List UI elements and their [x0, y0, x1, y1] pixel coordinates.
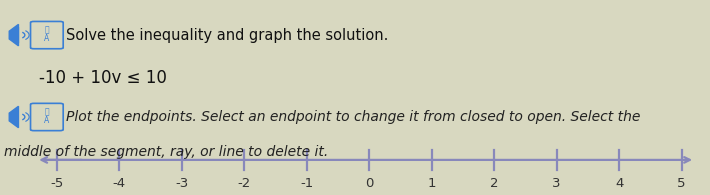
Text: 文
A: 文 A: [44, 107, 50, 125]
Text: 文
A: 文 A: [44, 26, 50, 43]
Text: 4: 4: [615, 177, 623, 191]
Text: 2: 2: [490, 177, 498, 191]
Text: middle of the segment, ray, or line to delete it.: middle of the segment, ray, or line to d…: [4, 145, 328, 159]
Text: -4: -4: [113, 177, 126, 191]
Text: -2: -2: [238, 177, 251, 191]
Text: -3: -3: [175, 177, 188, 191]
Text: -1: -1: [300, 177, 313, 191]
Text: -5: -5: [50, 177, 63, 191]
Text: 1: 1: [427, 177, 436, 191]
Text: Solve the inequality and graph the solution.: Solve the inequality and graph the solut…: [66, 28, 388, 43]
Text: 0: 0: [365, 177, 373, 191]
Polygon shape: [9, 24, 18, 46]
Text: -10 + 10v ≤ 10: -10 + 10v ≤ 10: [39, 69, 167, 87]
Polygon shape: [9, 106, 18, 128]
Text: 5: 5: [677, 177, 686, 191]
Text: 3: 3: [552, 177, 561, 191]
Text: Plot the endpoints. Select an endpoint to change it from closed to open. Select : Plot the endpoints. Select an endpoint t…: [66, 110, 640, 124]
